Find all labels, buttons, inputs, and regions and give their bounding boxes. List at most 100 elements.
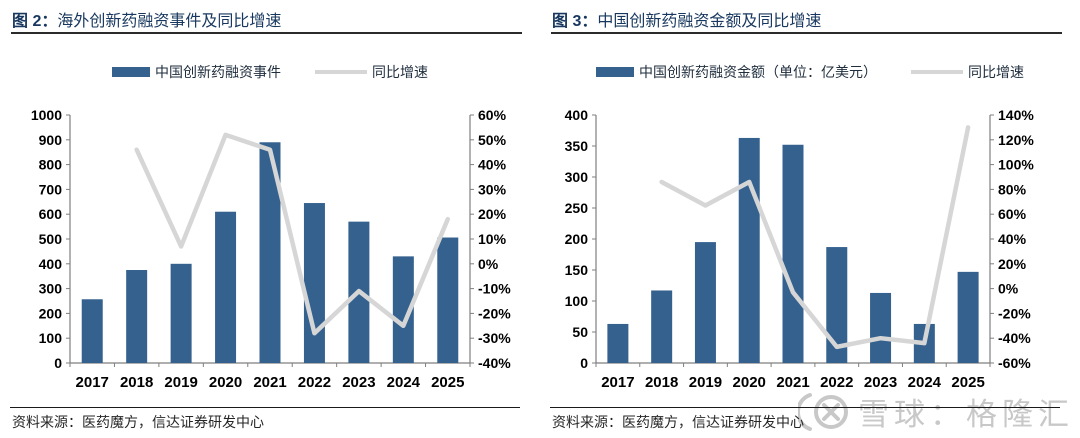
right-axis-tick-label: -40% [478, 355, 511, 371]
right-axis-tick-label: -20% [998, 305, 1031, 321]
left-axis-tick-label: 200 [565, 231, 589, 247]
bar-line-chart: 0 50 100 150 200 250 300 350 400 -60% -40% -20% 0% 20… [565, 107, 1035, 391]
source-note: 资料来源：医药魔方，信达证券研发中心 [12, 414, 264, 430]
x-axis-label: 2020 [733, 374, 766, 391]
bar-2019 [170, 263, 192, 363]
growth-line [134, 132, 451, 336]
left-axis-tick-label: 900 [39, 132, 63, 148]
left-axis-tick-label: 400 [565, 107, 589, 123]
left-axis-tick-label: 300 [565, 169, 589, 185]
right-axis-tick-label: 40% [478, 157, 507, 173]
right-axis-tick-label: 60% [998, 206, 1027, 222]
bar-2021 [259, 142, 281, 363]
right-axis-tick-label: -40% [998, 330, 1031, 346]
right-axis-tick-label: 30% [478, 181, 507, 197]
left-axis-tick-label: 400 [39, 256, 63, 272]
bar-line-chart: 0 100 200 300 400 500 600 700 800 900 1000 -40% -30%… [31, 107, 511, 391]
bar-2018 [651, 290, 673, 363]
chart-panel-overseas: 图 2：海外创新药融资事件及同比增速 中国创新药融资事件 同比增速 0 100 200… [0, 7, 540, 430]
left-axis-tick-label: 700 [39, 181, 63, 197]
legend: 中国创新药融资事件 同比增速 [0, 62, 540, 82]
right-axis-tick-label: -10% [478, 281, 511, 297]
legend-line-swatch [911, 70, 963, 74]
x-axis-label: 2023 [864, 374, 897, 391]
right-axis-tick-label: 60% [478, 107, 507, 123]
left-axis-tick-label: 0 [54, 355, 62, 371]
x-axis-label: 2023 [342, 374, 375, 391]
source-divider [10, 407, 520, 408]
left-axis-tick-label: 0 [580, 355, 588, 371]
figure-title-text: 海外创新药融资事件及同比增速 [57, 13, 282, 30]
title-divider [11, 32, 522, 34]
left-axis-tick-label: 1000 [31, 107, 62, 123]
x-axis-label: 2017 [601, 374, 634, 391]
right-axis-tick-label: 0% [998, 281, 1019, 297]
figure-title-text: 中国创新药融资金额及同比增速 [597, 13, 822, 30]
left-axis-tick-label: 200 [39, 305, 63, 321]
bar-2020 [738, 137, 760, 363]
legend-bar-swatch [112, 67, 150, 77]
legend-line-swatch [315, 70, 367, 74]
title-divider [551, 32, 1062, 34]
right-axis-tick-label: 80% [998, 181, 1027, 197]
bar-2024 [392, 256, 414, 363]
right-axis-tick-label: 40% [998, 231, 1027, 247]
bar-2021 [782, 144, 804, 363]
x-axis-label: 2021 [253, 374, 286, 391]
x-axis-label: 2024 [908, 374, 942, 391]
watermark: 雪球：格隆汇 [798, 389, 1074, 434]
right-axis-tick-label: -60% [998, 355, 1031, 371]
left-axis-tick-label: 100 [39, 330, 63, 346]
legend-bar-swatch [596, 67, 634, 77]
right-axis-tick-label: -20% [478, 305, 511, 321]
chart-panel-china: 图 3：中国创新药融资金额及同比增速 中国创新药融资金额（单位：亿美元） 同比增速… [540, 0, 1080, 438]
bar-2023 [870, 292, 892, 363]
bar-2022 [826, 247, 848, 363]
right-axis-tick-label: -30% [478, 330, 511, 346]
legend-label: 中国创新药融资金额（单位：亿美元） [639, 64, 877, 80]
source-note: 资料来源：医药魔方，信达证券研发中心 [552, 414, 804, 430]
x-axis-label: 2024 [387, 374, 421, 391]
figure-label: 图 2： [12, 13, 58, 30]
bar-2017 [81, 299, 103, 363]
x-axis-label: 2018 [120, 374, 153, 391]
x-axis-label: 2018 [645, 374, 678, 391]
x-axis-label: 2020 [209, 374, 242, 391]
legend-item-line: 同比增速 [315, 62, 428, 82]
left-axis-tick-label: 350 [565, 138, 589, 154]
legend-item-line: 同比增速 [911, 62, 1024, 82]
figure-title: 图 3：中国创新药融资金额及同比增速 [552, 7, 1062, 31]
legend: 中国创新药融资金额（单位：亿美元） 同比增速 [540, 62, 1080, 82]
x-axis-label: 2022 [298, 374, 331, 391]
legend-item-bar: 中国创新药融资金额（单位：亿美元） [596, 62, 877, 82]
legend-label: 同比增速 [968, 64, 1024, 80]
right-axis-tick-label: 140% [998, 107, 1034, 123]
bar-2025 [437, 237, 459, 363]
left-axis-tick-label: 150 [565, 262, 589, 278]
x-axis-label: 2019 [689, 374, 722, 391]
right-axis-tick-label: 100% [998, 157, 1034, 173]
left-axis-tick-label: 50 [572, 324, 588, 340]
bar-2019 [694, 242, 716, 363]
left-axis-tick-label: 800 [39, 157, 63, 173]
growth-line [659, 125, 971, 350]
x-axis-label: 2019 [164, 374, 197, 391]
x-axis-label: 2022 [820, 374, 853, 391]
figure-title: 图 2：海外创新药融资事件及同比增速 [12, 7, 522, 31]
legend-item-bar: 中国创新药融资事件 [112, 62, 281, 82]
x-axis-label: 2025 [951, 374, 984, 391]
x-axis-label: 2021 [776, 374, 809, 391]
right-axis-tick-label: 120% [998, 132, 1034, 148]
legend-label: 中国创新药融资事件 [155, 64, 281, 80]
left-axis-tick-label: 500 [39, 231, 63, 247]
bar-2020 [215, 211, 237, 363]
bar-2017 [607, 323, 629, 363]
left-axis-tick-label: 600 [39, 206, 63, 222]
bar-2025 [957, 271, 979, 363]
right-axis-tick-label: 20% [998, 256, 1027, 272]
xueqiu-logo-icon [798, 392, 848, 431]
figure-label: 图 3： [552, 13, 598, 30]
right-axis-tick-label: 0% [478, 256, 499, 272]
bar-2018 [126, 270, 148, 363]
left-axis-tick-label: 300 [39, 281, 63, 297]
